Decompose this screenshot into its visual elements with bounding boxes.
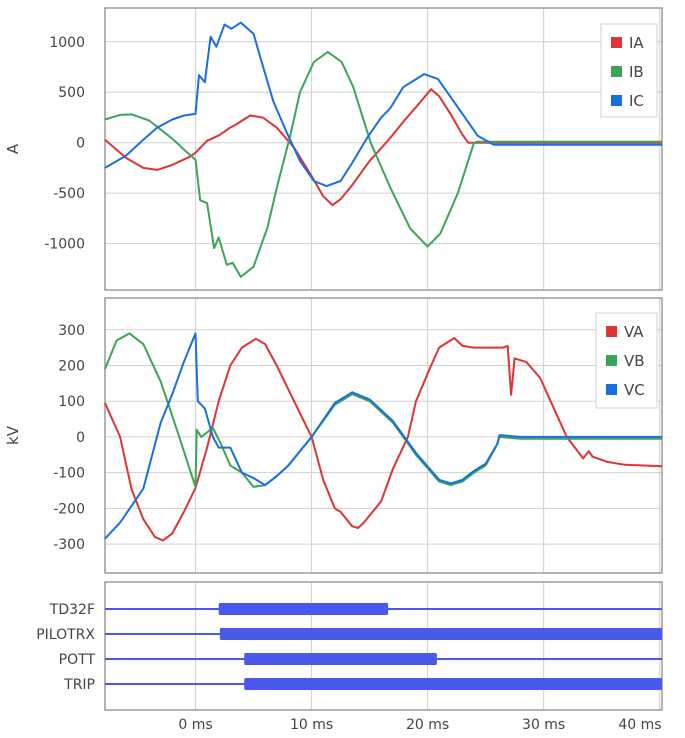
y-tick-label: 500 [58, 85, 85, 101]
y-tick-label: 300 [58, 323, 85, 339]
legend-swatch-VA [606, 326, 617, 337]
y-tick-label: 1000 [49, 35, 85, 51]
plot-frame [104, 7, 663, 291]
legend: VA VB VC [595, 312, 658, 409]
y-axis-label: A [4, 143, 22, 154]
legend-box [600, 23, 658, 118]
x-tick-label: 20 ms [406, 717, 449, 733]
x-tick-label: 0 ms [178, 717, 212, 733]
y-tick-label: -1000 [44, 237, 85, 253]
x-tick-label: 10 ms [290, 717, 333, 733]
legend-swatch-IC [611, 95, 622, 106]
x-tick-label: 30 ms [522, 717, 565, 733]
series-line-VA [104, 337, 663, 542]
channel-active-bar-POTT [244, 653, 437, 665]
legend-label-VA: VA [624, 323, 644, 341]
plot-frame [104, 581, 663, 711]
legend-label-IB: IB [629, 63, 644, 81]
legend: IA IB IC [600, 23, 658, 118]
y-tick-label: 100 [58, 394, 85, 410]
series-line-VC [104, 332, 662, 540]
series-line-VB [104, 332, 662, 488]
channel-label-PILOTRX: PILOTRX [36, 627, 95, 643]
legend-label-VC: VC [624, 381, 645, 399]
y-tick-label: -500 [53, 186, 85, 202]
legend-label-IA: IA [629, 34, 644, 52]
y-tick-label: -200 [53, 501, 85, 517]
y-tick-label: -100 [53, 466, 85, 482]
plot-frame [104, 297, 663, 574]
legend-swatch-IB [611, 66, 622, 77]
series-line-IA [104, 88, 662, 207]
y-tick-label: 0 [76, 430, 85, 446]
channel-active-bar-PILOTRX [219, 628, 662, 640]
channel-active-bar-TD32F [218, 603, 389, 615]
channel-label-TD32F: TD32F [49, 602, 95, 618]
channel-active-bar-TRIP [244, 678, 662, 690]
y-tick-label: 200 [58, 359, 85, 375]
legend-swatch-IA [611, 37, 622, 48]
legend-label-VB: VB [624, 352, 645, 370]
channel-label-POTT: POTT [59, 652, 96, 668]
y-axis-label: kV [4, 425, 22, 445]
y-tick-label: -300 [53, 537, 85, 553]
legend-swatch-VB [606, 355, 617, 366]
series-line-IB [104, 50, 662, 278]
series-line-IC [104, 21, 662, 188]
x-tick-label: 40 ms [618, 717, 661, 733]
legend-swatch-VC [606, 384, 617, 395]
y-tick-label: 0 [76, 136, 85, 152]
channel-label-TRIP: TRIP [63, 677, 95, 693]
legend-label-IC: IC [629, 92, 644, 110]
